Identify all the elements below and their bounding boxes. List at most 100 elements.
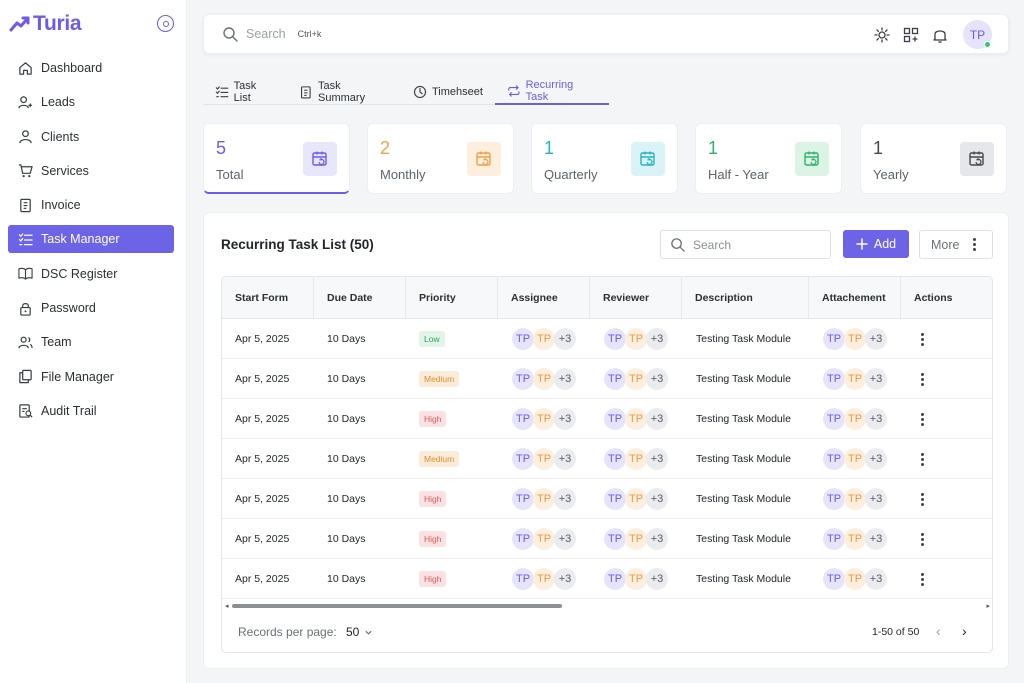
attachement-avatars[interactable]: TP TP +3	[823, 568, 887, 590]
scroll-left-icon[interactable]: ◂	[225, 603, 229, 610]
avatar-more-count: +3	[646, 568, 668, 590]
reviewer-avatars[interactable]: TP TP +3	[604, 568, 668, 590]
row-actions-kebab-icon[interactable]	[921, 492, 924, 506]
row-actions-kebab-icon[interactable]	[921, 412, 924, 426]
sidebar-item-dsc-register[interactable]: DSC Register	[8, 260, 174, 288]
sidebar-item-invoice[interactable]: Invoice	[8, 191, 174, 219]
assignee-avatars[interactable]: TP TP +3	[512, 408, 576, 430]
sidebar-item-password[interactable]: Password	[8, 294, 174, 322]
avatar: TP	[533, 488, 555, 510]
assignee-avatars[interactable]: TP TP +3	[512, 568, 576, 590]
sidebar-item-task-manager[interactable]: Task Manager	[8, 225, 174, 254]
bell-icon[interactable]	[932, 27, 948, 43]
tab-task-summary[interactable]: Task Summary	[287, 79, 401, 105]
cell-priority: Medium	[406, 359, 460, 399]
stat-card-yearly[interactable]: 1 Yearly	[860, 123, 1007, 194]
attachement-avatars[interactable]: TP TP +3	[823, 448, 887, 470]
row-actions-kebab-icon[interactable]	[921, 452, 924, 466]
avatar: TP	[512, 568, 534, 590]
stat-label: Quarterly	[544, 167, 598, 182]
assignee-avatars[interactable]: TP TP +3	[512, 368, 576, 390]
table-row[interactable]: Apr 5, 2025 10 Days Medium TP TP +3 TP TP +3 Test…	[222, 439, 992, 479]
assignee-avatars[interactable]: TP TP +3	[512, 488, 576, 510]
reviewer-avatars[interactable]: TP TP +3	[604, 408, 668, 430]
table-search-input[interactable]: Search	[660, 230, 831, 259]
sun-icon[interactable]	[874, 26, 890, 43]
table-row[interactable]: Apr 5, 2025 10 Days High TP TP +3 TP TP +3 Testin…	[222, 399, 992, 439]
reviewer-avatars[interactable]: TP TP +3	[604, 368, 668, 390]
avatar: TP	[512, 328, 534, 350]
table-row[interactable]: Apr 5, 2025 10 Days Low TP TP +3 TP TP +3 Testing…	[222, 319, 992, 359]
records-per-page-select[interactable]: 50	[346, 625, 373, 639]
user-avatar[interactable]: TP	[963, 20, 992, 49]
cell-reviewer: TP TP +3	[590, 359, 668, 399]
reviewer-avatars[interactable]: TP TP +3	[604, 448, 668, 470]
stat-card-half-year[interactable]: 1 Half - Year	[695, 123, 842, 194]
tab-task-list[interactable]: Task List	[203, 79, 287, 105]
column-header-attachement[interactable]: Attachement	[809, 277, 901, 319]
attachement-avatars[interactable]: TP TP +3	[823, 408, 887, 430]
sidebar-item-label: Task Manager	[41, 232, 120, 247]
attachement-avatars[interactable]: TP TP +3	[823, 368, 887, 390]
reviewer-avatars[interactable]: TP TP +3	[604, 528, 668, 550]
apps-icon[interactable]	[903, 27, 919, 43]
stat-card-monthly[interactable]: 2 Monthly	[367, 123, 514, 194]
scrollbar-thumb[interactable]	[232, 604, 562, 608]
reviewer-avatars[interactable]: TP TP +3	[604, 328, 668, 350]
stat-card-total[interactable]: 5 Total	[203, 123, 350, 194]
sidebar-item-clients[interactable]: Clients	[8, 123, 174, 151]
sidebar-item-file-manager[interactable]: File Manager	[8, 363, 174, 391]
reviewer-avatars[interactable]: TP TP +3	[604, 488, 668, 510]
column-header-start-form[interactable]: Start Form	[222, 277, 314, 319]
add-button[interactable]: Add	[843, 230, 909, 258]
avatar: TP	[533, 528, 555, 550]
assignee-avatars[interactable]: TP TP +3	[512, 328, 576, 350]
global-search[interactable]: Search Ctrl+k	[222, 26, 321, 42]
avatar: TP	[533, 448, 555, 470]
stat-value: 2	[380, 138, 391, 158]
sidebar-item-dashboard[interactable]: Dashboard	[8, 54, 174, 82]
attachement-avatars[interactable]: TP TP +3	[823, 488, 887, 510]
tab-timesheet[interactable]: Timehseet	[401, 79, 495, 105]
column-header-priority[interactable]: Priority	[406, 277, 498, 319]
attachement-avatars[interactable]: TP TP +3	[823, 528, 887, 550]
row-actions-kebab-icon[interactable]	[921, 372, 924, 386]
logo[interactable]: Turia	[9, 12, 82, 36]
sidebar-item-audit-trail[interactable]: Audit Trail	[8, 397, 174, 425]
row-actions-kebab-icon[interactable]	[921, 532, 924, 546]
cell-actions	[901, 479, 924, 519]
scroll-right-icon[interactable]: ▸	[986, 603, 990, 610]
table-row[interactable]: Apr 5, 2025 10 Days High TP TP +3 TP TP +3 Testin…	[222, 479, 992, 519]
sidebar-item-team[interactable]: Team	[8, 328, 174, 356]
table-row[interactable]: Apr 5, 2025 10 Days High TP TP +3 TP TP +3 Testin…	[222, 519, 992, 559]
tab-recurring-task[interactable]: Recurring Task	[494, 79, 609, 105]
avatar-more-count: +3	[865, 328, 887, 350]
stat-card-quarterly[interactable]: 1 Quarterly	[531, 123, 678, 194]
lock-icon	[20, 302, 31, 316]
chevron-left-icon[interactable]: ‹	[936, 623, 941, 639]
column-header-description[interactable]: Description	[682, 277, 809, 319]
sidebar-toggle-icon[interactable]	[157, 15, 174, 32]
horizontal-scrollbar[interactable]: ◂ ▸	[222, 599, 992, 611]
cell-start-form: Apr 5, 2025	[235, 413, 290, 425]
row-actions-kebab-icon[interactable]	[921, 332, 924, 346]
sidebar-item-services[interactable]: Services	[8, 157, 174, 185]
cell-description: Testing Task Module	[696, 533, 791, 545]
more-button[interactable]: More	[919, 230, 993, 259]
attachement-avatars[interactable]: TP TP +3	[823, 328, 887, 350]
column-header-reviewer[interactable]: Reviewer	[590, 277, 682, 319]
avatar-more-count: +3	[865, 568, 887, 590]
avatar-more-count: +3	[865, 368, 887, 390]
cell-attachement: TP TP +3	[809, 519, 887, 559]
row-actions-kebab-icon[interactable]	[921, 572, 924, 586]
column-header-due-date[interactable]: Due Date	[314, 277, 406, 319]
chevron-right-icon[interactable]: ›	[962, 623, 967, 639]
column-header-assignee[interactable]: Assignee	[498, 277, 590, 319]
stat-label: Half - Year	[708, 167, 769, 182]
assignee-avatars[interactable]: TP TP +3	[512, 448, 576, 470]
avatar: TP	[823, 528, 845, 550]
assignee-avatars[interactable]: TP TP +3	[512, 528, 576, 550]
sidebar-item-leads[interactable]: Leads	[8, 88, 174, 116]
table-row[interactable]: Apr 5, 2025 10 Days Medium TP TP +3 TP TP +3 Test…	[222, 359, 992, 399]
table-row[interactable]: Apr 5, 2025 10 Days High TP TP +3 TP TP +3 Testin…	[222, 559, 992, 599]
